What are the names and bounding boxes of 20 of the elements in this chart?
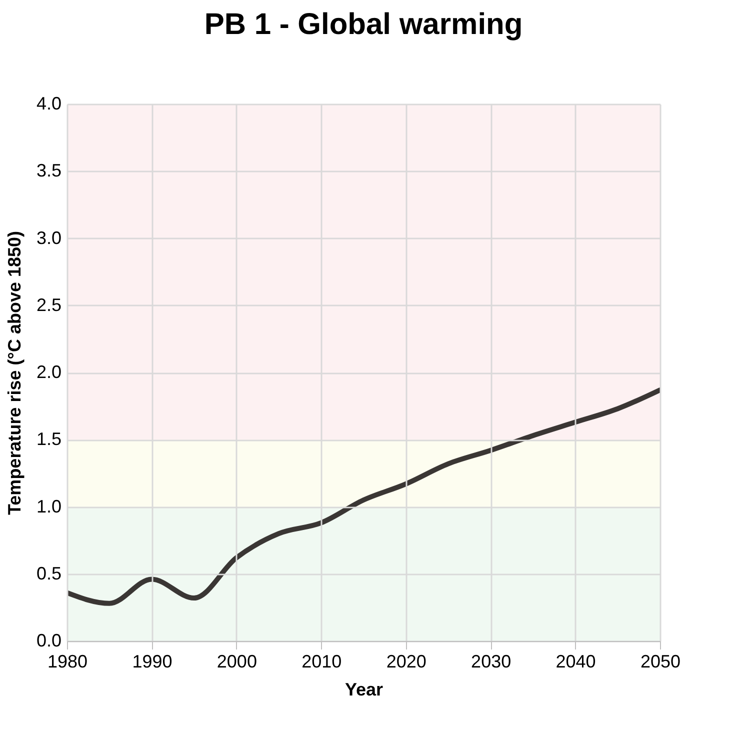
x-tick-label: 2030 (471, 652, 512, 672)
x-tick-label: 2020 (386, 652, 426, 672)
x-tick-label: 2040 (556, 652, 596, 672)
y-tick-label: 4.0 (36, 94, 62, 114)
x-tick-label: 2050 (640, 652, 681, 672)
y-tick-label: 3.0 (36, 228, 62, 248)
x-axis-title: Year (344, 680, 384, 700)
y-axis-title: Temperature rise (°C above 1850) (4, 231, 24, 515)
y-tick-label: 0.0 (36, 630, 62, 650)
x-tick-label: 1990 (132, 652, 172, 672)
y-tick-label: 3.5 (36, 160, 62, 181)
x-tick-label: 2010 (302, 652, 342, 672)
y-tick-label: 2.0 (36, 362, 62, 382)
chart-title: PB 1 - Global warming (204, 8, 523, 41)
y-tick-label: 2.5 (36, 294, 62, 315)
y-tick-label: 1.5 (36, 429, 62, 450)
x-tick-label: 1980 (47, 652, 88, 672)
y-tick-label: 0.5 (36, 563, 62, 584)
y-tick-label: 1.0 (36, 496, 62, 516)
x-tick-label: 2000 (216, 652, 257, 672)
